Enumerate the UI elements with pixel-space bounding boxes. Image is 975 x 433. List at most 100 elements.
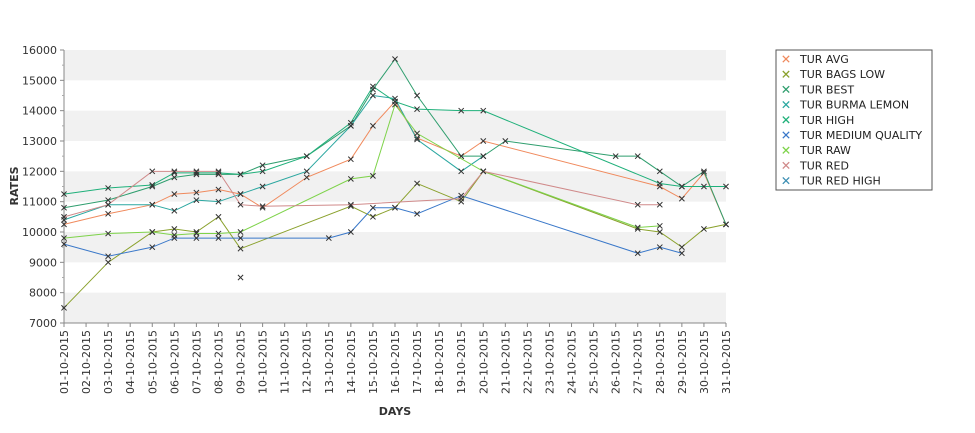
legend-marker	[782, 100, 790, 109]
data-point-marker	[612, 153, 619, 160]
x-tick-label: 29-10-2015	[676, 330, 689, 394]
data-point-marker	[480, 168, 487, 175]
x-tick-label: 15-10-2015	[367, 330, 380, 394]
legend-marker	[782, 85, 790, 94]
series-tur-red	[61, 168, 663, 220]
data-point-marker	[193, 235, 200, 242]
data-point-marker	[700, 168, 707, 175]
x-tick-label: 04-10-2015	[124, 330, 137, 394]
series-line	[63, 58, 727, 225]
data-point-marker	[193, 189, 200, 196]
data-point-marker	[171, 207, 178, 214]
x-axis-label: DAYS	[379, 405, 412, 418]
x-tick-label: 22-10-2015	[521, 330, 534, 394]
x-axis: 01-10-2015 02-10-2015 03-10-2015 04-10-2015…	[58, 322, 733, 394]
legend-box	[775, 49, 933, 191]
y-tick-label: 9000	[29, 256, 57, 269]
data-point-marker	[61, 235, 67, 242]
data-point-marker	[392, 56, 398, 63]
x-tick-label: 02-10-2015	[80, 330, 93, 394]
data-point-marker	[480, 153, 487, 160]
legend-label: TUR RAW	[799, 144, 851, 157]
x-tick-label: 14-10-2015	[345, 330, 358, 394]
data-point-marker	[215, 230, 222, 237]
data-point-marker	[414, 136, 421, 143]
data-point-marker	[369, 122, 376, 129]
data-point-marker	[149, 182, 156, 188]
data-point-marker	[480, 107, 487, 114]
grid-band	[64, 50, 726, 81]
series-tur-medium-quality	[61, 192, 685, 260]
legend-marker	[782, 55, 790, 63]
x-tick-label: 07-10-2015	[190, 330, 203, 394]
y-tick-label: 7000	[29, 317, 57, 330]
y-tick-label: 10000	[22, 226, 57, 239]
legend-label: TUR MEDIUM QUALITY	[799, 129, 922, 142]
data-point-marker	[656, 222, 663, 229]
grid-band	[64, 171, 726, 202]
x-tick-label: 23-10-2015	[543, 330, 556, 394]
data-point-marker	[502, 138, 509, 144]
data-point-marker	[303, 168, 310, 175]
data-point-marker	[700, 226, 707, 232]
series-tur-bags-low	[61, 168, 729, 311]
data-point-marker	[149, 229, 156, 235]
data-point-marker	[723, 221, 729, 228]
x-tick-label: 12-10-2015	[301, 330, 314, 394]
data-point-marker	[414, 92, 421, 99]
data-point-marker	[347, 229, 354, 235]
data-point-marker	[723, 183, 729, 190]
legend-marker	[782, 146, 790, 154]
y-tick-label: 15000	[22, 74, 57, 87]
data-point-marker	[480, 138, 487, 144]
data-point-marker	[171, 174, 178, 181]
data-point-marker	[392, 101, 398, 108]
y-tick-label: 16000	[22, 44, 57, 57]
y-tick-label: 11000	[22, 196, 57, 209]
x-tick-label: 06-10-2015	[168, 330, 181, 394]
data-point-marker	[259, 183, 266, 190]
data-point-marker	[700, 183, 707, 190]
data-point-marker	[149, 201, 156, 208]
legend-marker	[782, 70, 790, 78]
legend: TUR AVG TUR BAGS LOW TUR BEST TUR BURMA LEM…	[775, 49, 933, 191]
data-point-marker	[414, 180, 421, 187]
x-tick-label: 13-10-2015	[323, 330, 336, 394]
data-point-marker	[105, 253, 112, 260]
data-point-marker	[414, 130, 421, 137]
data-point-marker	[347, 175, 354, 182]
x-tick-label: 31-10-2015	[720, 330, 733, 394]
data-point-marker	[414, 210, 421, 217]
data-point-marker	[634, 250, 641, 257]
legend-label: TUR BEST	[799, 83, 854, 96]
data-point-marker	[171, 226, 178, 232]
x-tick-label: 08-10-2015	[212, 330, 225, 394]
data-point-marker	[369, 213, 376, 220]
data-point-marker	[634, 201, 641, 208]
legend-label: TUR RED HIGH	[799, 175, 881, 188]
data-point-marker	[193, 230, 200, 237]
data-point-marker	[347, 201, 354, 208]
y-tick-label: 12000	[22, 165, 57, 178]
data-point-marker	[303, 153, 310, 160]
data-point-marker	[215, 168, 222, 175]
series-tur-red-high	[237, 274, 244, 281]
data-point-marker	[171, 232, 178, 238]
x-tick-label: 25-10-2015	[588, 330, 601, 394]
data-point-marker	[634, 153, 641, 160]
data-point-marker	[215, 235, 222, 242]
x-tick-label: 21-10-2015	[499, 330, 512, 394]
data-point-marker	[149, 244, 156, 251]
data-point-marker	[61, 304, 67, 311]
data-point-marker	[61, 221, 67, 228]
x-tick-label: 10-10-2015	[257, 330, 270, 394]
series-layer	[61, 56, 729, 311]
data-point-marker	[458, 107, 465, 114]
data-point-marker	[215, 213, 222, 220]
data-point-marker	[458, 168, 465, 175]
data-point-marker	[215, 198, 222, 205]
x-tick-label: 09-10-2015	[235, 330, 248, 394]
legend-label: TUR HIGH	[799, 114, 854, 127]
data-point-marker	[656, 229, 663, 235]
